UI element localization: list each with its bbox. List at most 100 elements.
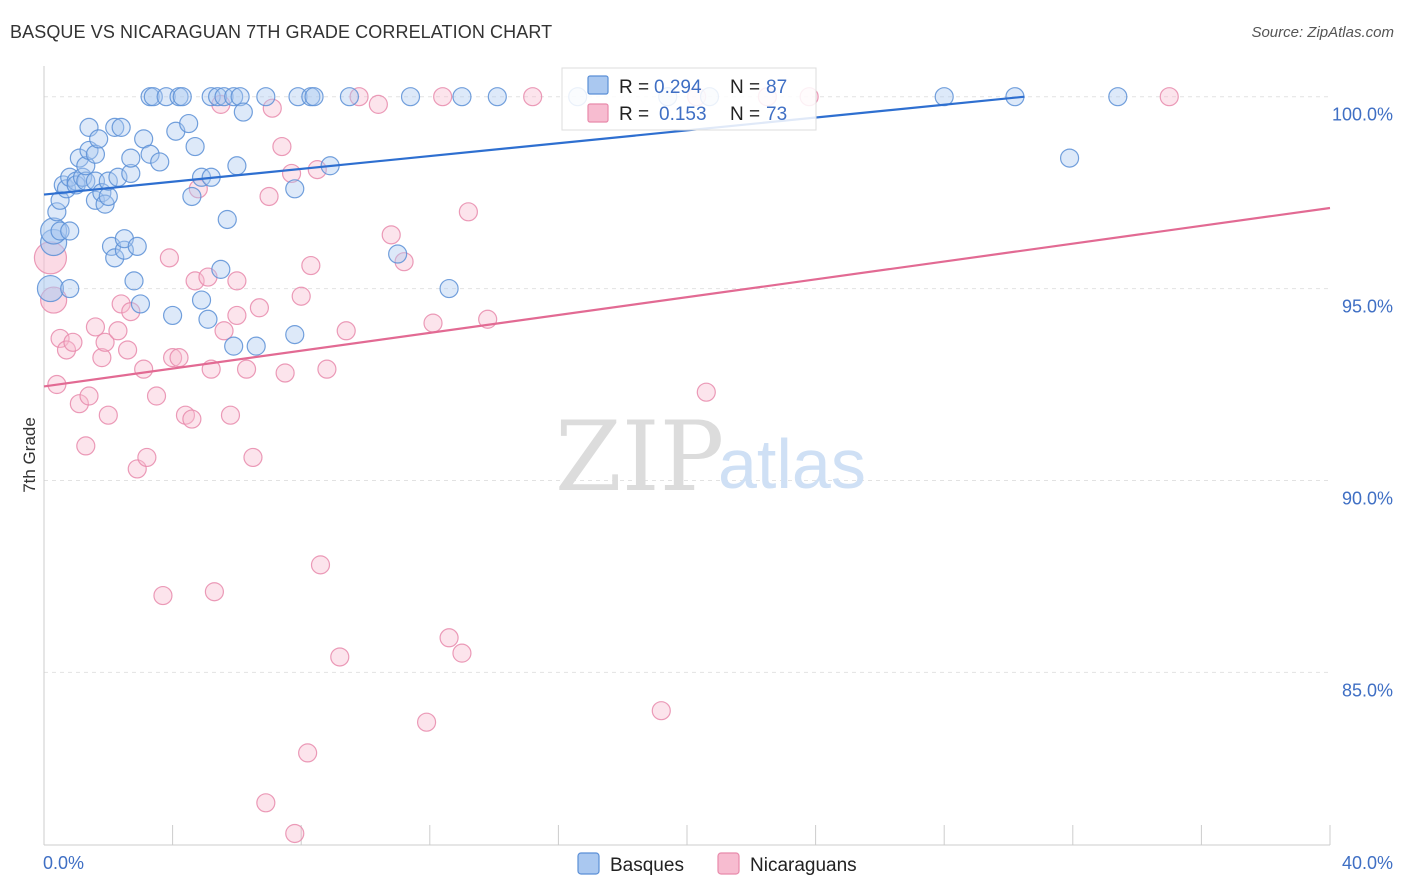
nicaraguan-point <box>336 321 356 341</box>
basque-point <box>211 259 231 279</box>
nicaraguan-point <box>63 332 83 352</box>
x-tick-label: 0.0% <box>43 853 84 873</box>
nicaraguan-point <box>1159 87 1179 107</box>
basque-point <box>198 309 218 329</box>
nicaraguan-point <box>651 701 671 721</box>
nicaraguan-point <box>275 363 295 383</box>
nicaraguan-point <box>85 317 106 337</box>
nicaraguan-point <box>98 405 118 425</box>
basque-point <box>224 336 244 356</box>
nicaraguan-point <box>368 94 388 114</box>
nicaraguans-r-value: 0.153 <box>659 104 707 125</box>
nicaraguan-point <box>696 382 716 402</box>
basque-point <box>60 221 80 241</box>
basque-point <box>121 148 141 168</box>
basque-point <box>50 221 70 241</box>
basque-point <box>172 87 192 107</box>
nicaraguan-point <box>262 98 282 118</box>
nicaraguan-point <box>310 555 331 575</box>
nicaraguan-point <box>381 225 401 245</box>
basque-point <box>191 290 212 310</box>
nicaraguan-point <box>92 348 112 368</box>
nicaraguan-point <box>95 332 115 352</box>
nicaraguan-point <box>153 585 173 606</box>
basque-point <box>130 294 151 314</box>
basque-point <box>179 113 199 134</box>
basque-point <box>121 163 141 184</box>
nicaraguan-point <box>108 321 128 341</box>
nicaraguan-point <box>146 386 167 406</box>
y-axis-label: 7th Grade <box>20 417 39 493</box>
basque-point <box>214 87 234 107</box>
basque-point <box>98 171 118 191</box>
watermark-atlas: atlas <box>718 425 866 503</box>
basque-point <box>105 117 125 137</box>
grid-lines <box>44 96 1330 673</box>
nicaraguan-point <box>317 359 337 379</box>
basque-point <box>47 202 67 222</box>
nicaraguan-point <box>214 321 234 341</box>
basques-series-swatch <box>577 852 600 875</box>
y-tick-label: 95.0% <box>1342 297 1393 317</box>
nicaraguan-point <box>307 160 327 180</box>
nicaraguan-point <box>301 255 321 276</box>
nicaraguan-point <box>523 87 543 107</box>
nicaraguan-point <box>433 87 453 107</box>
nicaraguan-point <box>298 743 318 763</box>
basque-point <box>95 194 115 214</box>
nicaraguans-points <box>33 87 1179 844</box>
nicaraguan-point <box>416 712 437 732</box>
watermark-zip: ZIP <box>555 401 724 513</box>
axes <box>43 66 1331 846</box>
basque-point <box>339 87 360 107</box>
nicaraguan-point <box>272 136 292 157</box>
nicaraguan-point <box>423 313 443 333</box>
y-tick-label: 85.0% <box>1342 680 1393 700</box>
nicaraguans-series-swatch <box>717 852 740 875</box>
nicaraguan-point <box>291 286 311 306</box>
basque-point <box>304 87 324 107</box>
tick-labels: 100.0% 95.0% 90.0% 85.0% 0.0% 40.0% <box>43 105 1393 873</box>
basque-point <box>487 87 507 107</box>
series-legend: Basques Nicaraguans <box>577 852 857 876</box>
basque-point <box>111 117 131 137</box>
nicaraguan-point <box>243 447 263 468</box>
nicaraguan-point <box>169 348 189 368</box>
basque-point <box>224 87 244 107</box>
basque-point <box>400 87 421 107</box>
basque-point <box>217 209 237 230</box>
source-label: Source: ZipAtlas.com <box>1251 24 1394 41</box>
basque-point <box>124 271 144 291</box>
basque-point <box>127 236 147 256</box>
nicaraguans-r-label: R = <box>619 104 649 125</box>
nicaraguan-point <box>50 328 70 349</box>
basques-n-value: 87 <box>766 77 787 98</box>
nicaraguans-n-label: N = <box>730 104 760 125</box>
nicaraguan-point <box>285 823 305 844</box>
basque-point <box>1059 148 1080 168</box>
nicaraguan-point <box>394 252 414 272</box>
nicaraguan-point <box>452 643 472 663</box>
nicaraguan-point <box>330 647 350 667</box>
x-tick-label: 40.0% <box>1342 853 1393 873</box>
nicaraguans-series-label: Nicaraguans <box>750 855 857 876</box>
nicaraguan-point <box>249 298 270 318</box>
nicaraguan-point <box>121 301 141 322</box>
nicaraguan-point <box>76 436 96 456</box>
basques-points <box>36 87 1128 356</box>
stats-legend: R = 0.294 N = 87 R = 0.153 N = 73 <box>561 67 817 131</box>
basque-point <box>40 217 68 245</box>
basque-point <box>60 278 80 299</box>
nicaraguan-point <box>163 348 183 368</box>
nicaraguan-point <box>56 340 77 360</box>
nicaraguans-legend-swatch <box>587 103 609 123</box>
nicaraguan-point <box>458 202 478 222</box>
basque-point <box>285 325 305 345</box>
nicaraguan-point <box>204 582 224 602</box>
nicaraguan-point <box>79 386 99 406</box>
nicaraguan-point <box>256 793 276 813</box>
nicaraguan-point <box>236 359 257 379</box>
nicaraguan-point <box>227 271 247 291</box>
basque-point <box>50 190 70 210</box>
